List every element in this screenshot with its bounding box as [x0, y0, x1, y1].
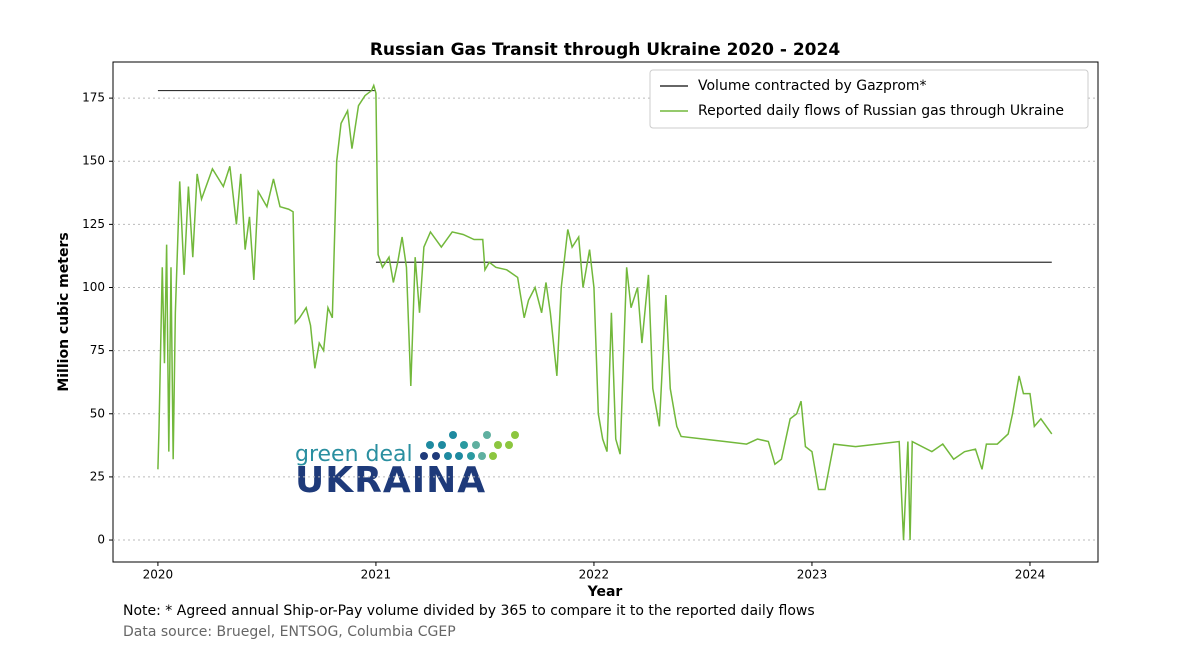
- x-tick-label: 2022: [579, 568, 610, 582]
- y-tick-label: 150: [82, 154, 105, 168]
- logo: green deal UKRAINA: [295, 431, 519, 501]
- y-tick-label: 100: [82, 280, 105, 294]
- x-tick-label: 2023: [797, 568, 828, 582]
- y-tick-label: 75: [90, 343, 105, 357]
- series-line: [157, 83, 1053, 541]
- y-tick-label: 125: [82, 217, 105, 231]
- note: Note: * Agreed annual Ship-or-Pay volume…: [123, 603, 815, 619]
- x-tick-label: 2020: [143, 568, 174, 582]
- plot-frame: [112, 61, 1099, 563]
- logo-dots: [420, 431, 519, 460]
- logo-top: green deal: [295, 442, 413, 467]
- legend-box: [649, 69, 1089, 129]
- legend: Volume contracted by Gazprom* Reported da…: [649, 69, 1089, 129]
- y-axis-label: Million cubic meters: [56, 232, 72, 391]
- x-tick-label: 2024: [1015, 568, 1046, 582]
- legend-label: Volume contracted by Gazprom*: [698, 78, 927, 94]
- x-tick-label: 2021: [361, 568, 392, 582]
- chart-title: Russian Gas Transit through Ukraine 2020…: [370, 40, 841, 60]
- source: Data source: Bruegel, ENTSOG, Columbia C…: [123, 624, 456, 640]
- logo-bottom: UKRAINA: [295, 460, 486, 501]
- y-tick-label: 25: [90, 469, 105, 483]
- y-tick-label: 175: [82, 91, 105, 105]
- legend-label: Reported daily flows of Russian gas thro…: [698, 103, 1064, 119]
- y-tick-label: 50: [90, 406, 105, 420]
- y-tick-label: 0: [97, 533, 105, 547]
- x-axis-label: Year: [587, 584, 623, 600]
